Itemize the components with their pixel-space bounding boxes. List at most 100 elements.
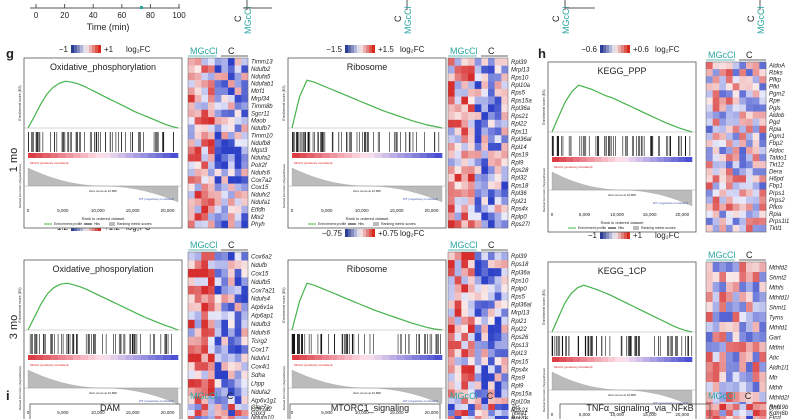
- heatmap-cell: [706, 161, 713, 169]
- heatmap-cell: [494, 292, 502, 301]
- heatmap-cell: [201, 387, 209, 397]
- heatmap-cell: [759, 312, 767, 323]
- heatmap-cell: [481, 173, 489, 182]
- gene-label: Rpe: [769, 99, 781, 105]
- heatmap-cell: [481, 410, 489, 417]
- heatmap-cell: [719, 196, 727, 204]
- heatmap-cell: [241, 109, 249, 118]
- heatmap-cell: [221, 268, 229, 278]
- heatmap-cell: [241, 311, 249, 321]
- colorbar-cell: [612, 231, 615, 239]
- heatmap-cell: [454, 73, 462, 82]
- heatmap-cell: [732, 104, 740, 112]
- colorbar-unit: log₂FC: [400, 229, 425, 238]
- heatmap-cell: [454, 96, 462, 105]
- heatmap-cell: [712, 168, 720, 176]
- heatmap-cell: [241, 58, 249, 66]
- heatmap-cell: [208, 191, 215, 199]
- legend-label: Ranking metric scores: [641, 226, 676, 230]
- heatmap-cell: [501, 135, 509, 144]
- heatmap-cell: [221, 328, 229, 337]
- heatmap-cell: [719, 392, 727, 403]
- heatmap-cell: [481, 284, 489, 293]
- heatmap-cell: [719, 362, 727, 373]
- heatmap-cell: [461, 389, 469, 398]
- heatmap-cell: [448, 357, 455, 366]
- heatmap-cell: [188, 336, 195, 346]
- heatmap-cell: [454, 381, 462, 390]
- rank-bar-cell: [552, 157, 560, 162]
- heatmap-cell: [474, 197, 482, 206]
- gene-label: Sgcr11: [251, 111, 270, 117]
- colorbar-high: +0.6: [633, 45, 649, 54]
- heatmap-cell: [221, 65, 229, 73]
- heatmap-cell: [208, 410, 215, 417]
- colorbar-cell: [74, 45, 77, 53]
- heatmap-cell: [726, 118, 733, 126]
- rank-positive-label: MGcCl (positively correlated): [294, 161, 333, 165]
- heatmap-cell: [221, 109, 229, 118]
- heatmap-cell: [468, 332, 475, 342]
- heatmap-cell: [194, 285, 202, 295]
- heatmap-cell: [234, 294, 242, 304]
- heatmap-cell: [241, 87, 249, 96]
- heatmap-cell: [732, 292, 740, 303]
- heatmap-cell: [474, 73, 482, 82]
- legend-label: Enrichment profile: [318, 222, 346, 226]
- heatmap-cell: [221, 345, 229, 354]
- heatmap-cell: [746, 76, 753, 84]
- heatmap-cell: [241, 198, 249, 207]
- gene-label: Ndufb3: [251, 322, 271, 328]
- tick-label: 0: [34, 11, 39, 20]
- heatmap-cell: [214, 328, 222, 337]
- x-tick-label: 10,000: [355, 410, 369, 415]
- rank-bar-cell: [329, 355, 338, 360]
- gene-label: Tkt12: [769, 162, 785, 168]
- x-tick-label: 0: [27, 208, 30, 213]
- gene-label: Tes: [511, 405, 520, 411]
- es-curve: [27, 80, 179, 129]
- gene-label: Rgs16: [511, 417, 529, 419]
- marker: [140, 6, 143, 9]
- heatmap-cell: [241, 302, 249, 312]
- heatmap-cell: [454, 189, 462, 198]
- heatmap: [187, 55, 249, 229]
- heatmap-cell: [759, 104, 767, 112]
- y-axis-label: Ranked list metric (Signal2Noise): [542, 368, 546, 412]
- heatmap-cell: [241, 328, 249, 337]
- heatmap-cell: [241, 65, 249, 73]
- rank-bar-cell: [110, 153, 119, 158]
- heatmap-cell: [194, 220, 202, 229]
- heatmap-cell: [739, 210, 747, 219]
- heatmap-cell: [454, 181, 462, 190]
- heatmap-cell: [494, 316, 502, 326]
- heatmap-cell: [241, 353, 249, 363]
- heatmap-cell: [188, 124, 195, 133]
- heatmap-cell: [461, 332, 469, 342]
- heatmap-cell: [501, 220, 509, 229]
- colorbar-cell: [369, 45, 372, 53]
- heatmap-cell: [194, 176, 202, 184]
- heatmap-cell: [739, 302, 747, 313]
- heatmap-cell: [454, 212, 462, 221]
- gene-label: Rpl32: [511, 176, 527, 182]
- heatmap-cell: [732, 62, 740, 70]
- heatmap-cell: [228, 311, 235, 321]
- heatmap-cell: [208, 311, 215, 321]
- heatmap-cell: [726, 175, 733, 183]
- gene-label: Mthfd2: [769, 266, 788, 272]
- heatmap-cell: [494, 404, 502, 411]
- heatmap-cell: [732, 196, 740, 204]
- heatmap-cell: [712, 372, 720, 383]
- heatmap-cell: [201, 154, 209, 162]
- heatmap-cell: [461, 88, 469, 97]
- heatmap-cell: [739, 292, 747, 303]
- colorbar-cell: [366, 45, 369, 53]
- heatmap-cell: [501, 300, 509, 309]
- heatmap-cell: [759, 90, 767, 98]
- heatmap-cell: [228, 183, 235, 192]
- heatmap-cell: [241, 410, 249, 417]
- x-tick-label: 10,000: [91, 410, 105, 415]
- heatmap-cell: [214, 72, 222, 81]
- heatmap-cell: [241, 146, 249, 155]
